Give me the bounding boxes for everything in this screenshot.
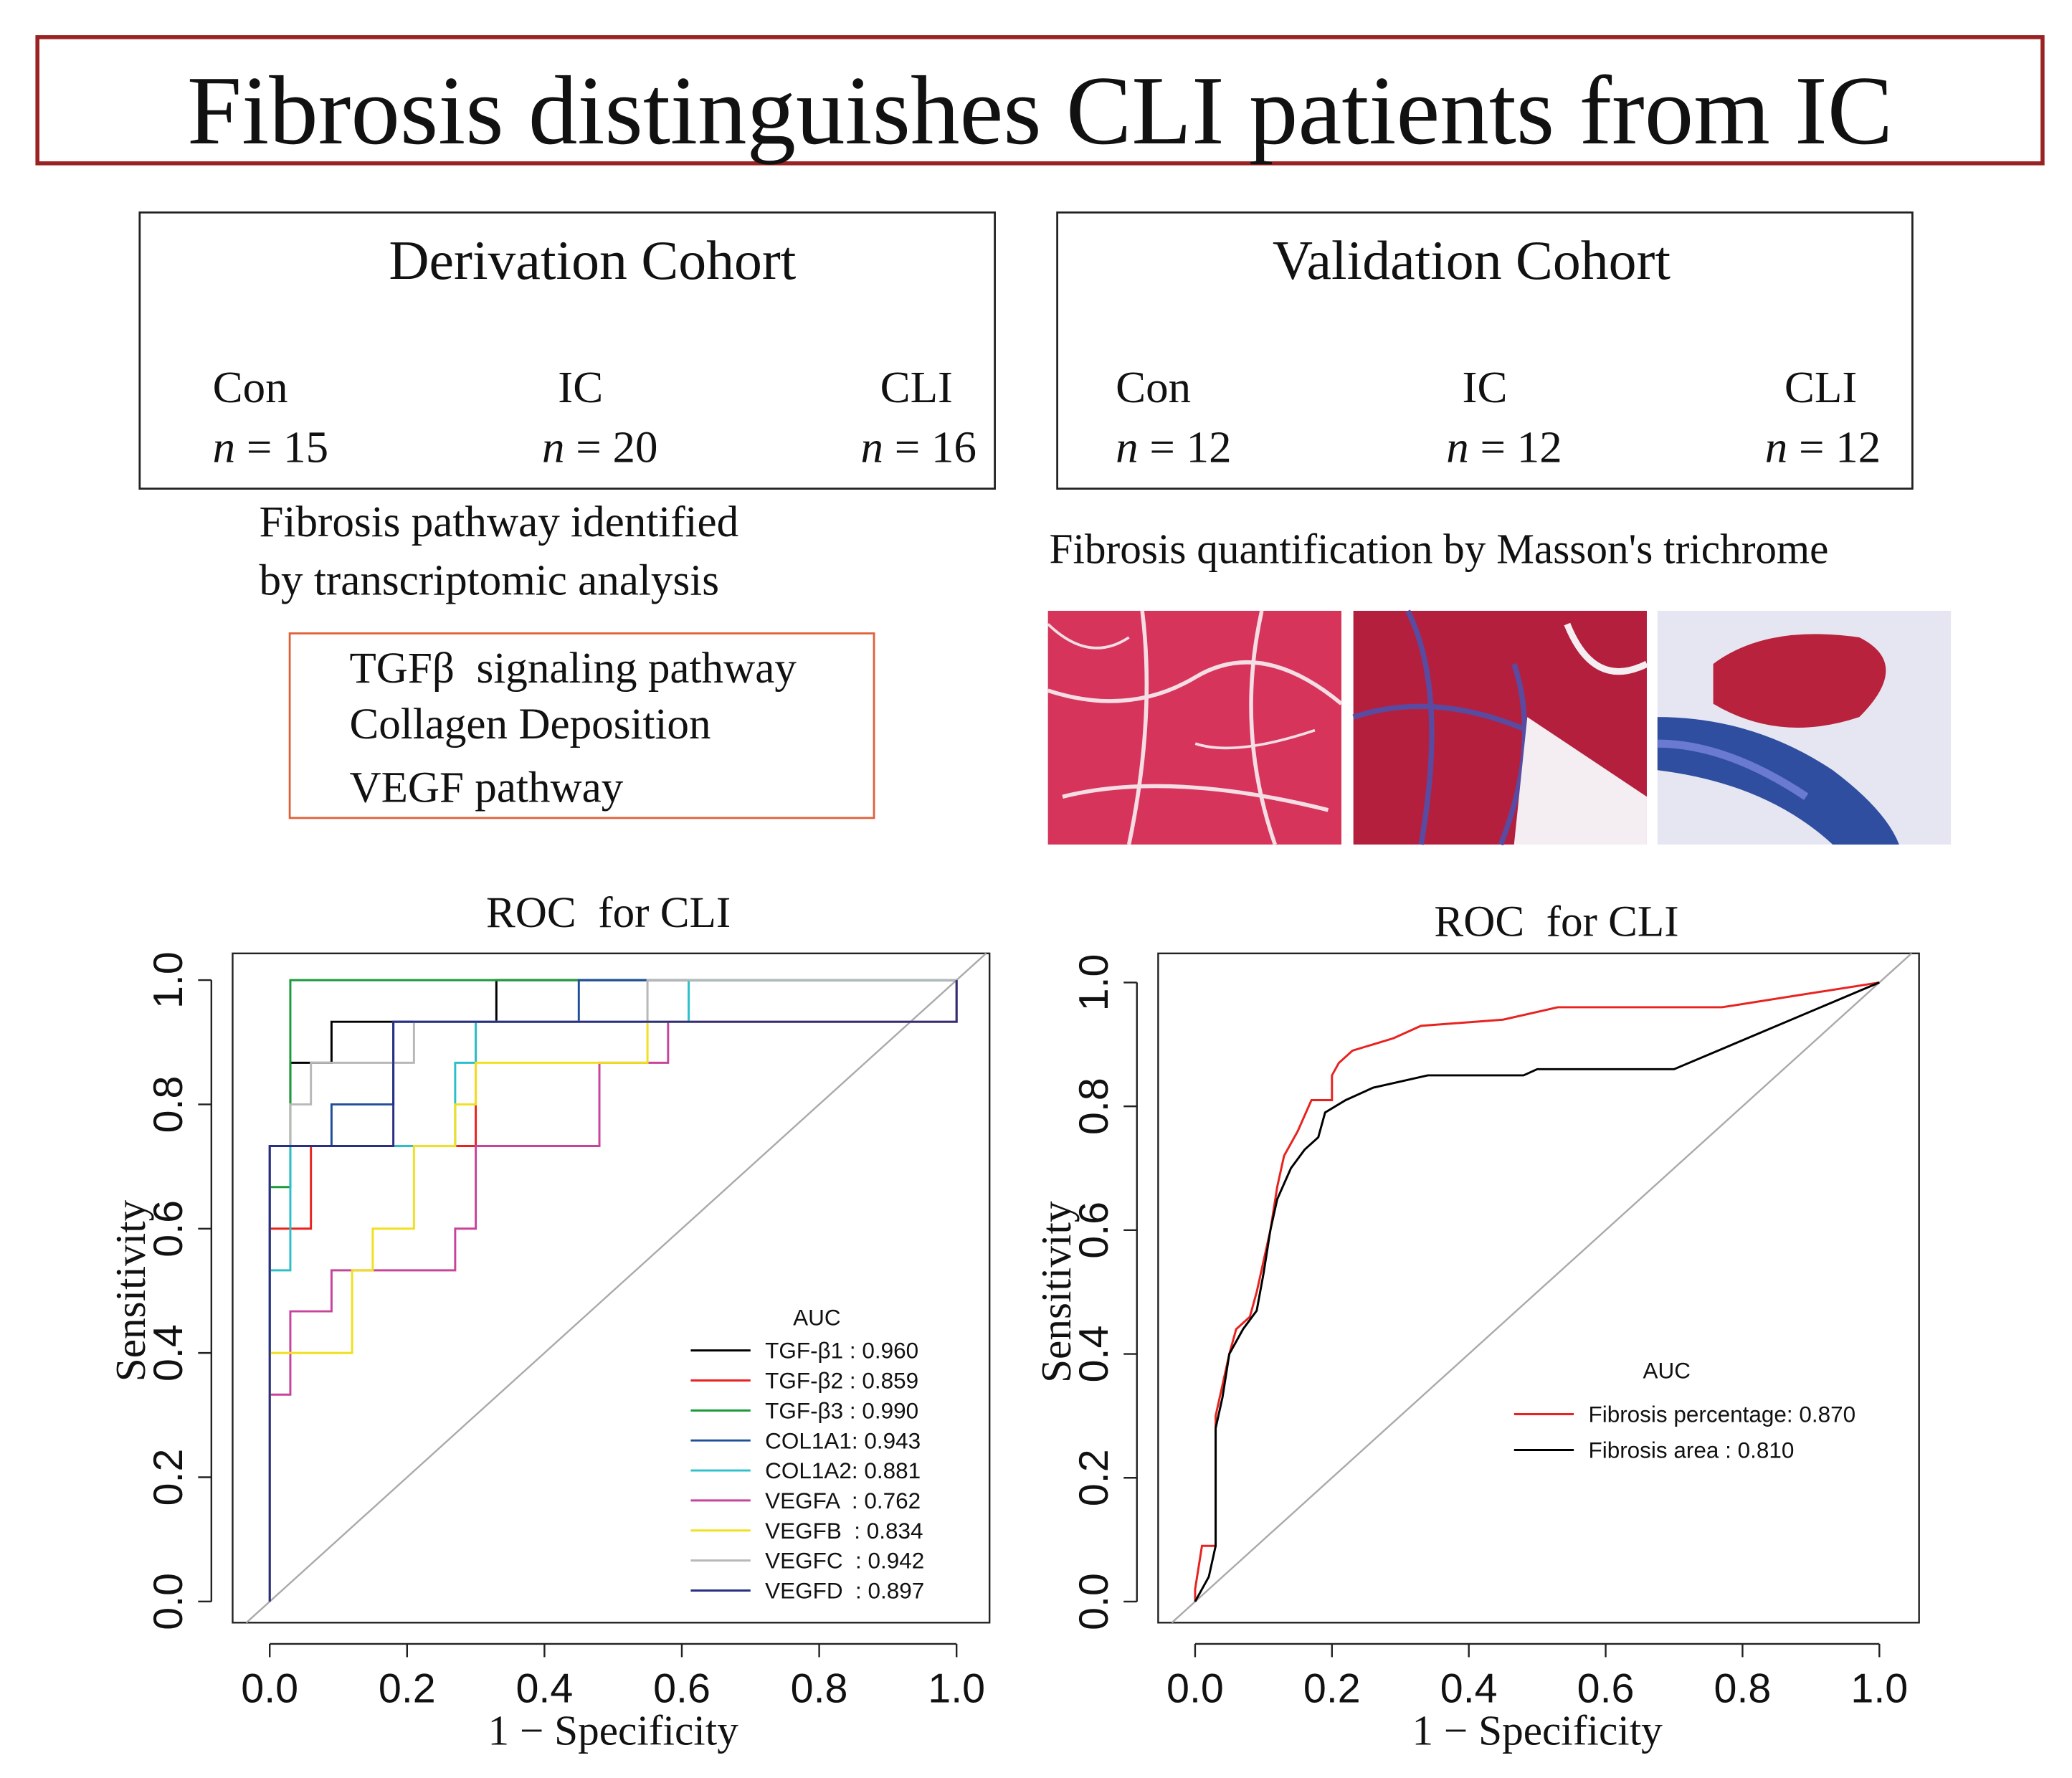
- legend-label: TGF-β1 : 0.960: [765, 1339, 918, 1364]
- reference-diagonal: [245, 952, 987, 1624]
- plot-frame: [232, 952, 991, 1624]
- note: Fibrosis pathway identified: [260, 498, 739, 546]
- reference-diagonal: [1171, 952, 1912, 1624]
- x-tick-label: 0.2: [379, 1665, 436, 1711]
- cohort-title: Validation Cohort: [1273, 229, 1671, 291]
- group-name: CLI: [880, 362, 953, 412]
- legend-label: VEGFC : 0.942: [765, 1549, 924, 1574]
- x-tick-label: 1.0: [928, 1665, 985, 1711]
- roc-curve: [1194, 981, 1880, 1602]
- group-name: IC: [558, 362, 603, 412]
- derivation-box: [138, 211, 996, 490]
- x-tick-label: 1.0: [1850, 1665, 1908, 1711]
- y-tick-label: 0.6: [1071, 1202, 1117, 1259]
- y-tick-label: 1.0: [146, 951, 191, 1009]
- page-title: Fibrosis distinguishes CLI patients from…: [187, 56, 1893, 165]
- roc-curve: [268, 980, 958, 1602]
- y-axis-label: Sensitivity: [1032, 1201, 1080, 1383]
- histology-ic: [1352, 609, 1649, 846]
- pathway-box: [288, 632, 875, 819]
- x-tick-label: 0.8: [1714, 1665, 1772, 1711]
- legend-title: AUC: [793, 1305, 840, 1330]
- x-axis-label: 1 − Specificity: [1412, 1707, 1663, 1754]
- y-tick-label: 0.0: [146, 1573, 191, 1630]
- legend-title: AUC: [1643, 1359, 1691, 1384]
- y-tick-label: 1.0: [1071, 954, 1117, 1012]
- chart-title: ROC for CLI: [486, 889, 731, 937]
- x-tick-label: 0.0: [1166, 1665, 1224, 1711]
- y-tick-label: 0.4: [1071, 1326, 1117, 1383]
- x-axis-label: 1 − Specificity: [488, 1707, 739, 1754]
- histology-con: [1047, 610, 1343, 845]
- legend-label: Fibrosis percentage: 0.870: [1588, 1402, 1855, 1427]
- y-tick-label: 0.8: [146, 1076, 191, 1133]
- y-tick-label: 0.0: [1071, 1573, 1117, 1630]
- roc-curve: [268, 979, 957, 1602]
- chart-title: ROC for CLI: [1434, 898, 1678, 946]
- legend-label: TGF-β2 : 0.859: [765, 1369, 918, 1394]
- title-box: [35, 35, 2045, 166]
- group-name: Con: [1116, 362, 1191, 412]
- group-name: IC: [1463, 362, 1508, 412]
- group-n: n = 12: [1446, 422, 1562, 472]
- cohort-title: Derivation Cohort: [389, 229, 796, 291]
- legend-label: COL1A1: 0.943: [765, 1428, 921, 1453]
- group-name: CLI: [1785, 362, 1857, 412]
- y-tick-label: 0.8: [1071, 1078, 1117, 1135]
- y-tick-label: 0.6: [146, 1200, 191, 1258]
- legend-label: COL1A2: 0.881: [765, 1458, 921, 1483]
- legend-label: VEGFA : 0.762: [765, 1488, 921, 1513]
- x-tick-label: 0.4: [1440, 1665, 1498, 1711]
- x-tick-label: 0.2: [1303, 1665, 1361, 1711]
- y-axis-label: Sensitivity: [107, 1199, 154, 1382]
- y-tick-label: 0.4: [146, 1324, 191, 1382]
- group-name: Con: [213, 362, 288, 412]
- x-tick-label: 0.8: [791, 1665, 848, 1711]
- roc-curve: [1194, 981, 1880, 1602]
- y-tick-label: 0.2: [1071, 1449, 1117, 1506]
- note: Fibrosis quantification by Masson's tric…: [1050, 525, 1829, 572]
- group-n: n = 15: [213, 422, 328, 472]
- histology-cli: [1657, 610, 1952, 845]
- x-tick-label: 0.6: [1577, 1665, 1635, 1711]
- legend-label: TGF-β3 : 0.990: [765, 1398, 918, 1423]
- legend-label: VEGFD : 0.897: [765, 1579, 924, 1604]
- note: by transcriptomic analysis: [260, 557, 720, 605]
- x-tick-label: 0.4: [515, 1665, 573, 1711]
- group-n: n = 12: [1765, 422, 1881, 472]
- pathway: Collagen Deposition: [349, 700, 711, 748]
- x-tick-label: 0.6: [653, 1665, 711, 1711]
- group-n: n = 16: [861, 422, 976, 472]
- pathway: VEGF pathway: [349, 764, 623, 812]
- validation-box: [1056, 211, 1914, 490]
- roc-curve: [268, 980, 958, 1602]
- pathway: TGFβ signaling pathway: [349, 645, 797, 693]
- y-tick-label: 0.2: [146, 1449, 191, 1506]
- legend-label: Fibrosis area : 0.810: [1588, 1438, 1794, 1463]
- group-n: n = 20: [542, 422, 657, 472]
- x-tick-label: 0.0: [241, 1665, 298, 1711]
- plot-frame: [1157, 952, 1920, 1624]
- group-n: n = 12: [1116, 422, 1231, 472]
- legend-label: VEGFB : 0.834: [765, 1518, 923, 1544]
